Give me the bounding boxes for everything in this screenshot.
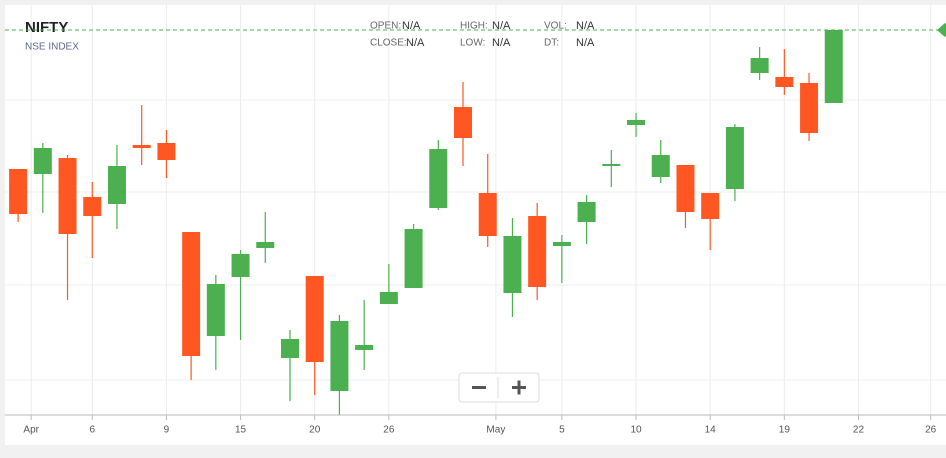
chart-subtitle: NSE INDEX [25, 42, 79, 53]
candle-body [231, 254, 250, 277]
candle-body [627, 120, 646, 125]
candle-body [9, 169, 28, 214]
zoom-out[interactable] [472, 386, 486, 389]
candle-body [503, 236, 522, 293]
candle-body [206, 284, 225, 336]
candle-body [379, 292, 398, 304]
info-value: N/A [576, 37, 595, 49]
candle-body [107, 166, 126, 204]
candle-body [330, 321, 349, 391]
candle-body [775, 77, 794, 87]
x-tick-label: 10 [630, 425, 642, 436]
candle-body [701, 193, 720, 219]
x-tick-label: 6 [89, 425, 95, 436]
x-tick-label: 5 [559, 425, 565, 436]
info-label: OPEN: [370, 21, 401, 32]
candle-body [83, 197, 102, 216]
candle-body [355, 345, 374, 350]
x-tick-label: 15 [235, 425, 247, 436]
zoom-controls [458, 372, 540, 403]
info-value: N/A [492, 37, 511, 49]
candle-body [305, 276, 324, 362]
x-tick-label: 9 [164, 425, 170, 436]
v-grid [30, 5, 932, 415]
candles [9, 30, 843, 415]
candle-body [528, 216, 547, 287]
x-tick-label: 22 [853, 425, 865, 436]
zoom-box [458, 372, 540, 403]
info-value: N/A [402, 20, 421, 32]
zoom-in[interactable] [512, 380, 526, 395]
x-tick-label: 26 [925, 425, 937, 436]
candle-body [404, 229, 423, 288]
candle-body [33, 148, 52, 174]
candle-body [602, 164, 621, 166]
candle-body [454, 107, 473, 138]
info-value: N/A [492, 20, 511, 32]
info-label: LOW: [460, 38, 485, 49]
candle-body [750, 58, 769, 73]
candle-body [157, 143, 176, 160]
candle-body [676, 165, 695, 212]
info-label: VOL: [544, 21, 567, 32]
candle-body [182, 232, 201, 356]
candle-body [552, 242, 571, 246]
candle-body [429, 149, 448, 208]
candle-body [824, 30, 843, 103]
candle-body [800, 83, 819, 133]
candle-body [577, 202, 596, 222]
x-tick-label: 14 [705, 425, 717, 436]
candle-body [256, 242, 275, 248]
x-tick-label: 26 [383, 425, 395, 436]
candle-body [280, 339, 299, 358]
candle-body [725, 127, 744, 189]
info-label: CLOSE: [370, 38, 407, 49]
candle-body [132, 145, 151, 148]
candle-body [58, 158, 77, 234]
info-label: DT: [544, 38, 559, 49]
candle-body [478, 193, 497, 236]
last-price-marker [937, 23, 946, 37]
x-tick-label: Apr [23, 425, 39, 436]
chart-title: NIFTY [25, 19, 68, 36]
candle-body [651, 155, 670, 177]
x-tick-label: 19 [779, 425, 791, 436]
info-label: HIGH: [460, 21, 488, 32]
info-value: N/A [576, 20, 595, 32]
x-tick-label: May [486, 425, 505, 436]
x-tick-label: 20 [309, 425, 321, 436]
info-value: N/A [406, 37, 425, 49]
